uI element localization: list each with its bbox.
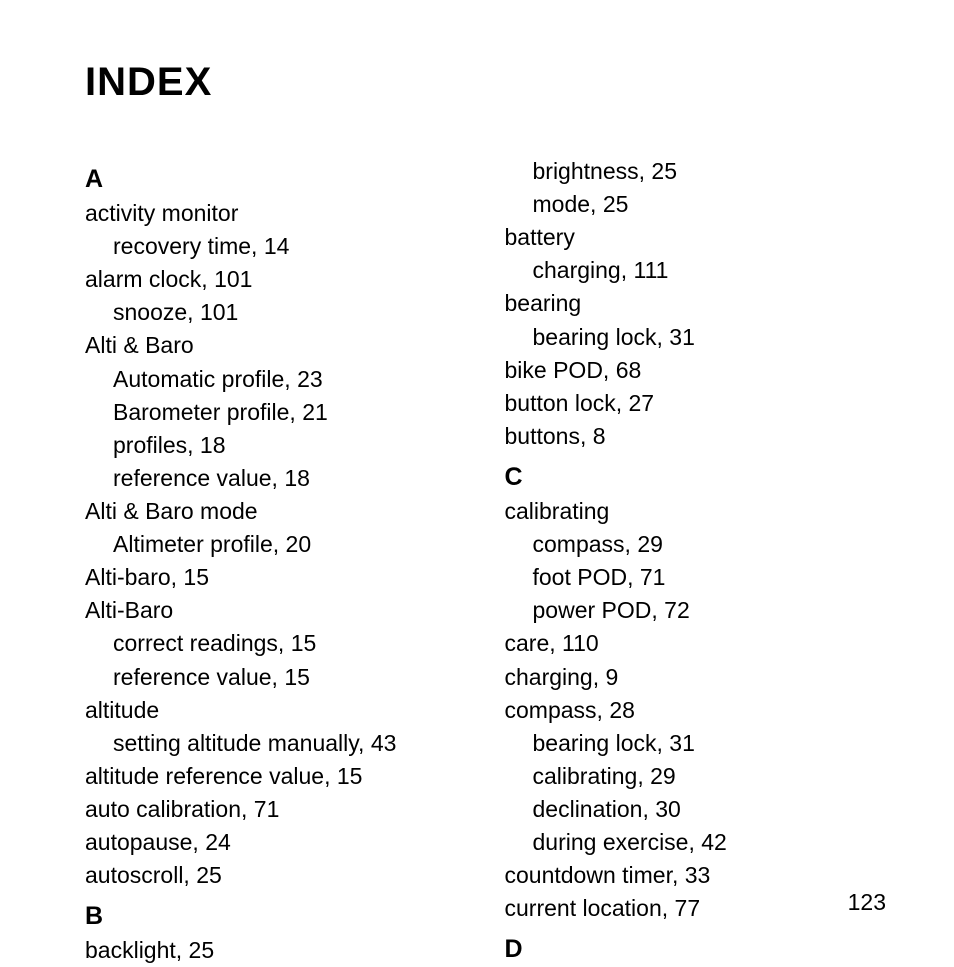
index-entry: countdown timer, 33 — [505, 859, 895, 892]
section-b-list: backlight, 25 — [85, 934, 475, 967]
section-c-list: calibratingcompass, 29foot POD, 71power … — [505, 495, 895, 925]
section-b-cont-list: brightness, 25mode, 25batterycharging, 1… — [505, 155, 895, 453]
index-entry: auto calibration, 71 — [85, 793, 475, 826]
index-entry: buttons, 8 — [505, 420, 895, 453]
index-columns: A activity monitorrecovery time, 14alarm… — [85, 155, 894, 967]
index-entry: reference value, 18 — [85, 462, 475, 495]
index-entry: alarm clock, 101 — [85, 263, 475, 296]
index-entry: Barometer profile, 21 — [85, 396, 475, 429]
index-entry: autoscroll, 25 — [85, 859, 475, 892]
index-entry: brightness, 25 — [505, 155, 895, 188]
section-letter-b: B — [85, 898, 475, 934]
section-letter-c: C — [505, 459, 895, 495]
index-entry: Alti & Baro — [85, 329, 475, 362]
index-entry: power POD, 72 — [505, 594, 895, 627]
index-entry: calibrating, 29 — [505, 760, 895, 793]
index-entry: Alti & Baro mode — [85, 495, 475, 528]
index-entry: calibrating — [505, 495, 895, 528]
left-column: A activity monitorrecovery time, 14alarm… — [85, 155, 475, 967]
page-number: 123 — [848, 889, 886, 916]
index-entry: autopause, 24 — [85, 826, 475, 859]
index-entry: setting altitude manually, 43 — [85, 727, 475, 760]
right-column: brightness, 25mode, 25batterycharging, 1… — [505, 155, 895, 967]
index-entry: Automatic profile, 23 — [85, 363, 475, 396]
section-letter-a: A — [85, 161, 475, 197]
index-entry: reference value, 15 — [85, 661, 475, 694]
index-entry: altitude — [85, 694, 475, 727]
index-entry: charging, 111 — [505, 254, 895, 287]
index-entry: compass, 28 — [505, 694, 895, 727]
index-entry: compass, 29 — [505, 528, 895, 561]
index-entry: mode, 25 — [505, 188, 895, 221]
index-entry: declination, 30 — [505, 793, 895, 826]
index-entry: battery — [505, 221, 895, 254]
index-entry: backlight, 25 — [85, 934, 475, 967]
index-entry: bearing lock, 31 — [505, 321, 895, 354]
index-page: INDEX A activity monitorrecovery time, 1… — [0, 0, 954, 954]
index-entry: correct readings, 15 — [85, 627, 475, 660]
section-a-list: activity monitorrecovery time, 14alarm c… — [85, 197, 475, 892]
index-entry: foot POD, 71 — [505, 561, 895, 594]
index-entry: activity monitor — [85, 197, 475, 230]
page-title: INDEX — [85, 60, 894, 105]
index-entry: altitude reference value, 15 — [85, 760, 475, 793]
section-letter-d: D — [505, 931, 895, 967]
index-entry: bearing lock, 31 — [505, 727, 895, 760]
index-entry: button lock, 27 — [505, 387, 895, 420]
index-entry: during exercise, 42 — [505, 826, 895, 859]
index-entry: bike POD, 68 — [505, 354, 895, 387]
index-entry: current location, 77 — [505, 892, 895, 925]
index-entry: Altimeter profile, 20 — [85, 528, 475, 561]
index-entry: bearing — [505, 287, 895, 320]
index-entry: profiles, 18 — [85, 429, 475, 462]
index-entry: recovery time, 14 — [85, 230, 475, 263]
index-entry: snooze, 101 — [85, 296, 475, 329]
index-entry: Alti-baro, 15 — [85, 561, 475, 594]
index-entry: Alti-Baro — [85, 594, 475, 627]
index-entry: charging, 9 — [505, 661, 895, 694]
index-entry: care, 110 — [505, 627, 895, 660]
